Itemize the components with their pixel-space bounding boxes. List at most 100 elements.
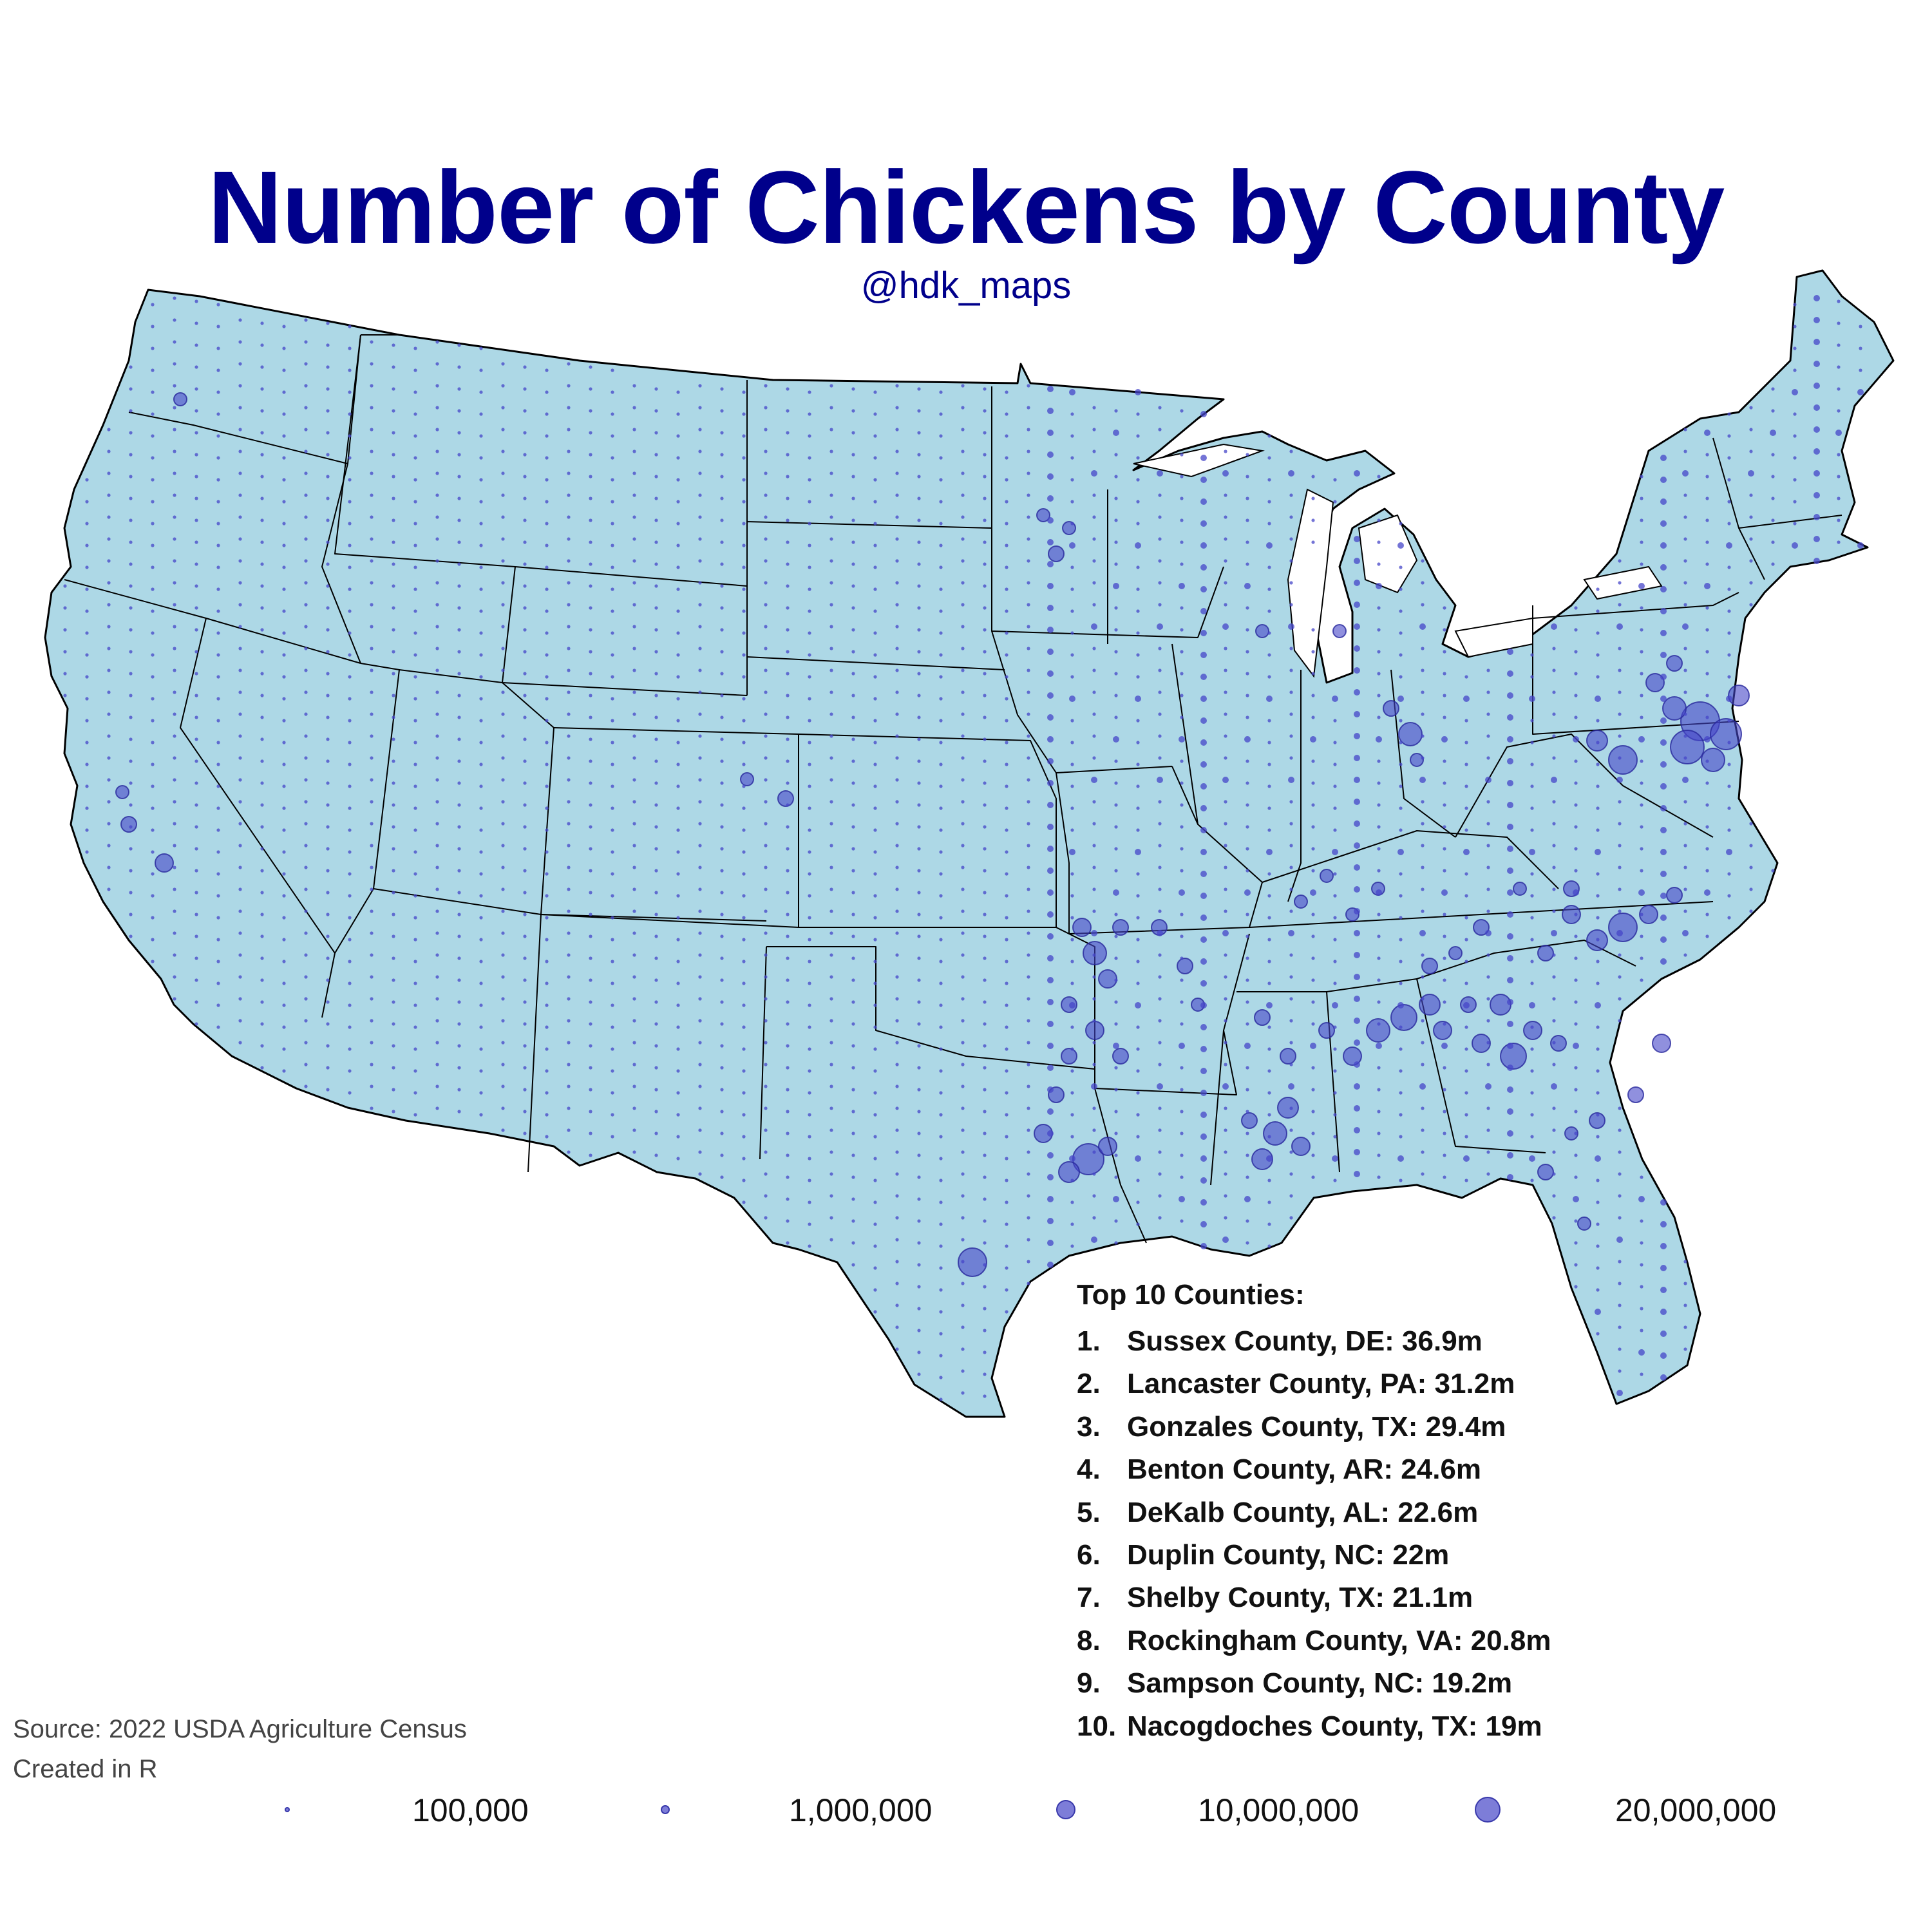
county-dot — [1136, 872, 1140, 876]
county-dot — [1793, 346, 1797, 350]
county-dot — [370, 844, 374, 848]
county-dot — [786, 781, 790, 785]
county-dot — [589, 715, 592, 719]
county-dot — [654, 781, 658, 785]
county-dot — [1158, 712, 1162, 716]
county-dot — [764, 712, 768, 716]
county-dot — [1136, 894, 1140, 898]
county-dot — [873, 872, 877, 876]
county-dot — [1486, 844, 1490, 848]
county-dot — [632, 712, 636, 716]
county-dot — [1311, 1175, 1315, 1179]
county-dot — [1005, 522, 1009, 526]
county-dot — [698, 625, 702, 629]
county-dot — [260, 540, 264, 544]
county-dot — [829, 515, 833, 519]
county-dot — [1047, 977, 1054, 983]
county-dot — [1596, 741, 1600, 744]
county-dot — [501, 822, 505, 826]
county-dot — [1224, 647, 1227, 650]
county-dot — [1332, 1002, 1338, 1009]
county-dot — [545, 565, 549, 569]
county-dot — [1443, 1132, 1446, 1135]
county-dot — [216, 587, 220, 591]
county-dot — [348, 653, 352, 657]
county-dot — [523, 540, 527, 544]
county-dot — [1267, 565, 1271, 569]
county-dot — [1245, 1175, 1249, 1179]
county-dot — [238, 931, 242, 935]
county-dot — [1486, 1172, 1490, 1176]
county-dot — [917, 759, 921, 763]
county-dot — [1660, 564, 1667, 571]
county-dot — [1596, 1113, 1600, 1117]
county-dot — [567, 756, 571, 760]
county-dot — [1507, 1086, 1513, 1093]
county-dot — [457, 606, 461, 610]
county-dot — [1047, 955, 1054, 961]
county-dot — [1158, 515, 1162, 519]
county-dot — [326, 606, 330, 610]
county-dot — [1158, 800, 1162, 804]
county-dot — [173, 471, 176, 475]
county-dot — [545, 894, 549, 898]
county-dot — [304, 844, 308, 848]
county-dot — [501, 559, 505, 563]
county-dot — [939, 1003, 943, 1007]
county-dot — [1660, 871, 1667, 877]
county-dot — [698, 822, 702, 826]
county-bubble — [1666, 655, 1683, 672]
county-dot — [1289, 756, 1293, 760]
county-dot — [151, 325, 155, 328]
county-dot — [1464, 719, 1468, 723]
county-dot — [611, 916, 614, 920]
county-dot — [829, 712, 833, 716]
county-dot — [808, 631, 811, 635]
county-dot — [698, 537, 702, 541]
county-dot — [1705, 540, 1709, 544]
county-dot — [348, 500, 352, 504]
county-dot — [260, 628, 264, 632]
county-dot — [1749, 450, 1753, 453]
county-dot — [173, 362, 176, 366]
county-dot — [1200, 1155, 1207, 1162]
county-dot — [808, 1157, 811, 1160]
county-dot — [829, 997, 833, 1001]
county-dot — [545, 981, 549, 985]
county-dot — [1421, 603, 1425, 607]
county-dot — [567, 822, 571, 826]
county-dot — [1486, 1019, 1490, 1023]
county-dot — [523, 431, 527, 435]
county-dot — [1135, 696, 1141, 702]
county-dot — [173, 975, 176, 979]
county-dot — [194, 869, 198, 873]
county-dot — [238, 384, 242, 388]
county-dot — [742, 762, 746, 766]
county-dot — [501, 384, 505, 388]
county-dot — [1552, 866, 1556, 869]
county-dot — [1092, 1128, 1096, 1132]
county-dot — [1047, 517, 1054, 524]
county-dot — [1311, 715, 1315, 719]
county-dot — [1245, 540, 1249, 544]
county-dot — [654, 891, 658, 895]
county-bubble — [1255, 624, 1269, 638]
county-dot — [479, 806, 483, 810]
county-dot — [895, 756, 899, 760]
county-dot — [698, 866, 702, 869]
county-dot — [1114, 628, 1118, 632]
county-dot — [1092, 800, 1096, 804]
county-dot — [1552, 647, 1556, 650]
county-dot — [786, 540, 790, 544]
county-dot — [173, 603, 176, 607]
county-dot — [895, 1238, 899, 1242]
county-dot — [1005, 1266, 1009, 1270]
county-dot — [1377, 978, 1381, 982]
county-dot — [1070, 1135, 1074, 1139]
county-dot — [632, 384, 636, 388]
county-dot — [1354, 558, 1360, 564]
county-dot — [1552, 822, 1556, 826]
county-dot — [216, 522, 220, 526]
county-dot — [742, 1091, 746, 1095]
county-dot — [873, 806, 877, 810]
